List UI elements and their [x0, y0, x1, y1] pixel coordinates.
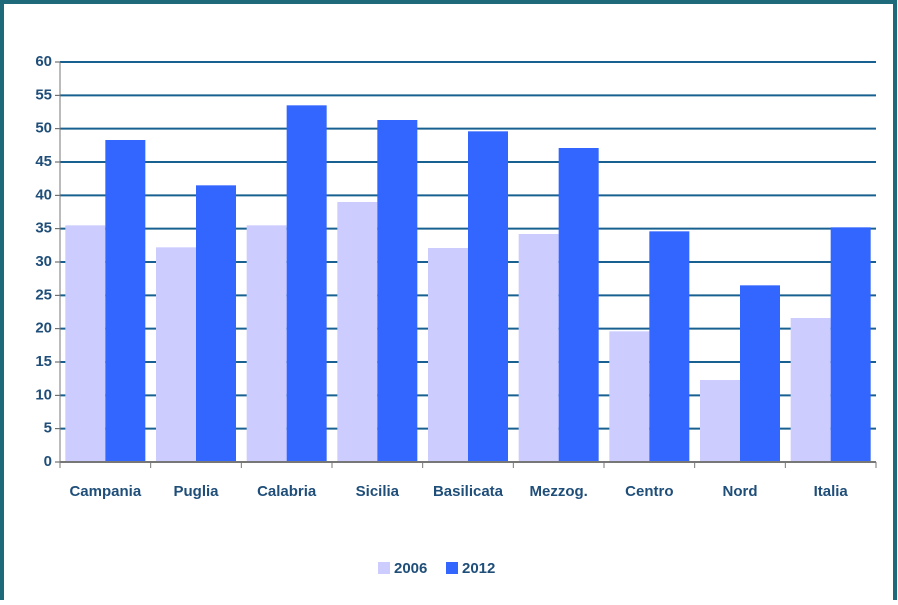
x-tick-label: Calabria: [257, 483, 317, 500]
bar: [105, 140, 146, 462]
bar: [428, 248, 468, 462]
bar: [65, 225, 106, 462]
x-tick-label: Italia: [814, 483, 849, 500]
x-tick-label: Puglia: [173, 483, 219, 500]
bar: [649, 231, 690, 462]
y-tick-label: 5: [44, 420, 52, 437]
bar: [196, 185, 236, 463]
bar: [558, 148, 599, 462]
y-tick-label: 10: [35, 386, 52, 403]
y-tick-label: 0: [44, 453, 52, 470]
x-tick-label: Nord: [723, 483, 758, 500]
y-tick-label: 50: [35, 120, 52, 137]
y-tick-label: 15: [35, 353, 52, 370]
x-tick-label: Mezzog.: [529, 483, 587, 500]
bar: [830, 227, 871, 462]
legend-label: 2012: [462, 560, 495, 577]
bar: [518, 234, 559, 462]
legend-swatch: [446, 562, 458, 574]
x-tick-label: Basilicata: [433, 483, 504, 500]
y-tick-label: 60: [35, 53, 52, 70]
bar: [156, 247, 196, 462]
y-tick-label: 35: [35, 220, 52, 237]
legend-label: 2006: [394, 560, 427, 577]
y-tick-label: 20: [35, 320, 52, 337]
x-tick-label: Sicilia: [356, 483, 400, 500]
legend-swatch: [378, 562, 390, 574]
bar: [377, 120, 418, 462]
bar: [468, 131, 508, 463]
bar: [286, 105, 327, 462]
x-tick-label: Campania: [69, 483, 141, 500]
y-tick-label: 55: [35, 86, 52, 103]
y-tick-label: 40: [35, 186, 52, 203]
y-tick-label: 25: [35, 286, 52, 303]
bar: [700, 380, 740, 462]
bar: [337, 202, 378, 462]
bar: [609, 331, 650, 462]
y-tick-label: 45: [35, 153, 52, 170]
x-tick-label: Centro: [625, 483, 673, 500]
bar: [740, 285, 780, 462]
bar: [246, 225, 287, 462]
bar: [790, 318, 831, 462]
y-tick-label: 30: [35, 253, 52, 270]
